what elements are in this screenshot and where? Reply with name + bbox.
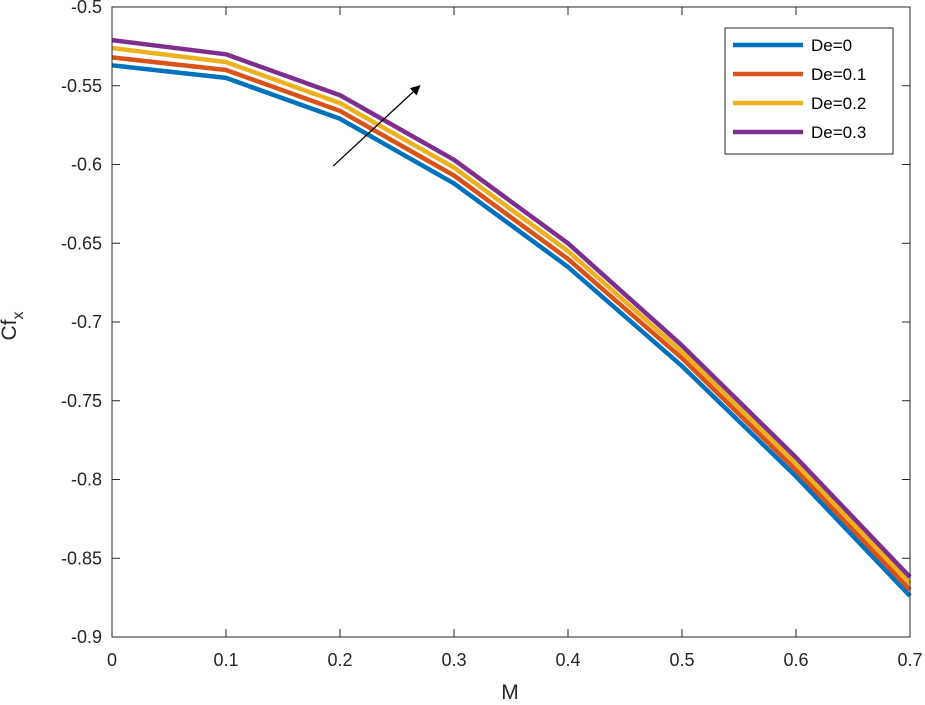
x-tick-label: 0.7: [897, 650, 922, 670]
annotation-layer: [332, 85, 421, 167]
x-tick-label: 0.4: [555, 650, 580, 670]
legend-label-2: De=0.2: [811, 94, 866, 113]
y-tick-label: -0.9: [71, 627, 102, 647]
x-tick-label: 0.2: [327, 650, 352, 670]
legend-label-0: De=0: [811, 36, 852, 55]
y-tick-label: -0.7: [71, 312, 102, 332]
trend-arrow: [332, 85, 421, 167]
y-tick-label: -0.65: [61, 233, 102, 253]
y-axis-title-base: Cf: [0, 319, 21, 340]
y-axis-title-subscript: x: [10, 312, 27, 320]
series-line-2: [111, 45, 912, 585]
y-tick-label: -0.8: [71, 470, 102, 490]
x-tick-label: 0.5: [669, 650, 694, 670]
series-layer: [111, 37, 912, 598]
y-tick-label: -0.6: [71, 155, 102, 175]
x-tick-label: 0.1: [213, 650, 238, 670]
series-line-3: [111, 37, 912, 579]
x-tick-label: 0.3: [441, 650, 466, 670]
x-tick-label: 0.6: [783, 650, 808, 670]
legend-label-3: De=0.3: [811, 123, 866, 142]
y-tick-label: -0.55: [61, 76, 102, 96]
y-axis-title: Cfx: [0, 312, 27, 341]
series-line-1: [111, 55, 912, 592]
x-tick-label: 0: [107, 650, 117, 670]
y-tick-label: -0.5: [71, 0, 102, 17]
legend-label-1: De=0.1: [811, 65, 866, 84]
x-axis-title: M: [501, 681, 519, 704]
y-tick-label: -0.85: [61, 548, 102, 568]
series-line-0: [111, 63, 912, 598]
axes-layer: 0 0.1 0.2 0.3 0.4 0.5 0.6 0.7 -0.5 -0.55 -0.6 -0.65…: [61, 0, 923, 670]
legend: De=0 De=0.1 De=0.2 De=0.3: [724, 27, 894, 155]
y-tick-label: -0.75: [61, 391, 102, 411]
